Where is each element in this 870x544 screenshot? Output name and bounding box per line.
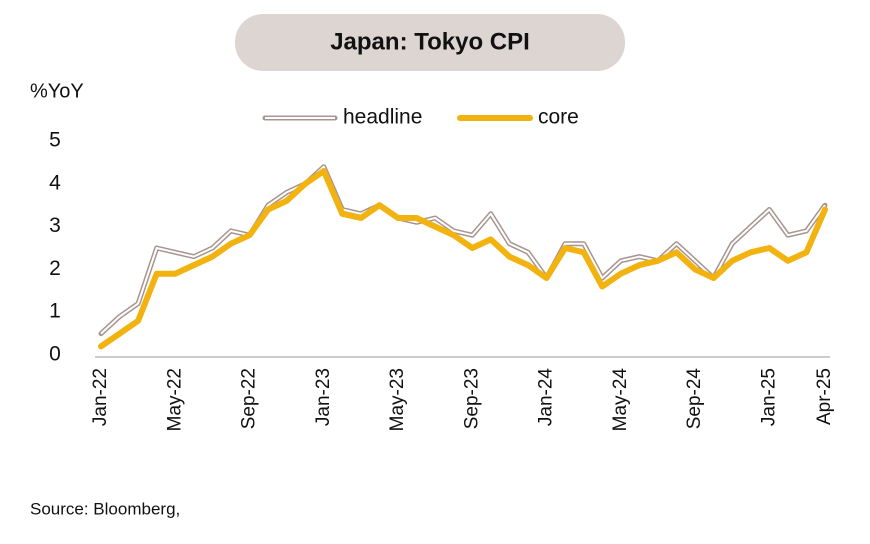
- x-tick-label: Sep-24: [684, 368, 705, 430]
- x-tick-label: Apr-25: [814, 368, 835, 425]
- title-pill: [235, 14, 625, 71]
- y-tick-label: 2: [49, 257, 61, 280]
- x-tick-label: May-22: [164, 368, 185, 431]
- x-tick-label: May-23: [387, 368, 408, 431]
- x-tick-label: Sep-22: [239, 368, 260, 429]
- series-line-inner: [100, 165, 826, 335]
- y-tick-label: 0: [49, 343, 61, 366]
- y-axis-label: %YoY: [30, 80, 84, 102]
- x-tick-label: Sep-23: [461, 368, 482, 429]
- y-tick-label: 4: [49, 171, 61, 194]
- legend-label: core: [538, 106, 579, 129]
- x-tick-label: Jan-25: [758, 368, 779, 426]
- source: Source: Bloomberg,: [30, 499, 180, 518]
- x-tick-label: May-24: [610, 368, 631, 432]
- y-tick-label: 3: [49, 214, 61, 237]
- chart-title: Japan: Tokyo CPI: [330, 28, 530, 55]
- legend-label: headline: [343, 106, 422, 129]
- x-tick-label: Jan-24: [536, 368, 557, 427]
- y-tick-label: 5: [49, 129, 61, 152]
- y-tick-label: 1: [49, 300, 61, 323]
- series-line: [98, 168, 828, 350]
- x-tick-label: Jan-23: [313, 368, 334, 426]
- x-tick-label: Jan-22: [90, 368, 111, 426]
